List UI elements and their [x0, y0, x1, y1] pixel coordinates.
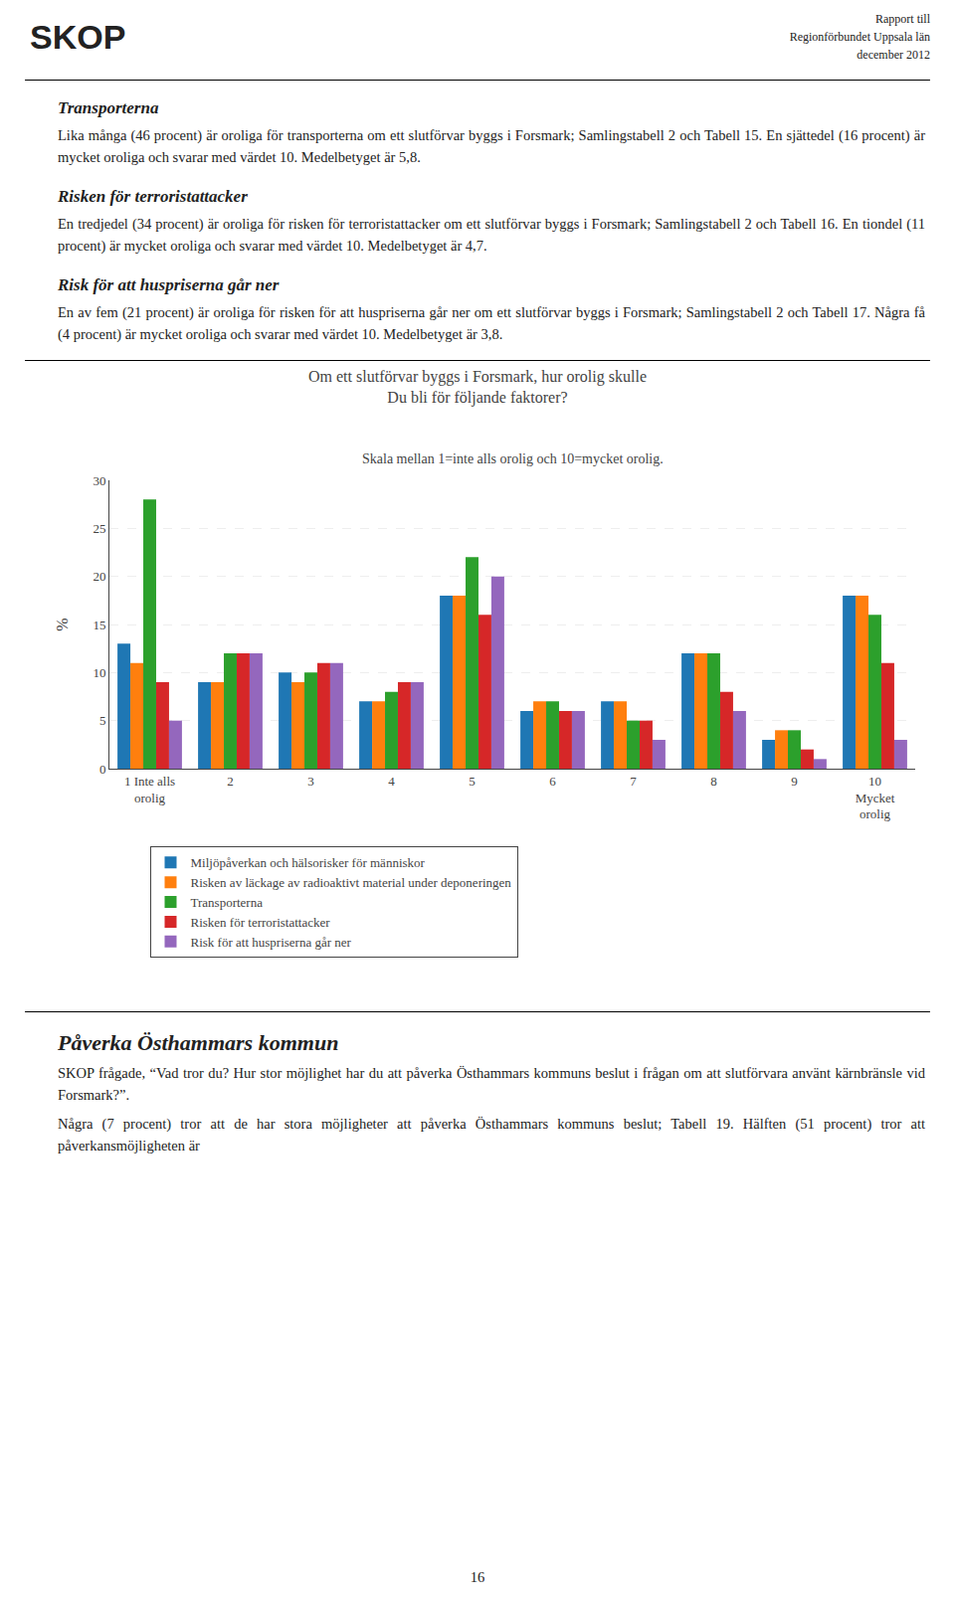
html-text:En av fem (21 procent) är orol: En av fem (21 procent) är oroliga för ri…: [57, 304, 926, 343]
svg-text:2: 2: [226, 772, 234, 788]
svg-text:Risk för att huspriserna går n: Risk för att huspriserna går ner: [191, 935, 353, 951]
svg-text:9: 9: [790, 772, 798, 788]
svg-text:5: 5: [468, 772, 476, 788]
svg-text:%: %: [53, 617, 71, 631]
html-text:Rapport till Regionförbundet U: Rapport till Regionförbundet Uppsala län…: [789, 11, 931, 62]
svg-text:3: 3: [307, 772, 315, 788]
svg-text:4: 4: [387, 772, 395, 788]
svg-text:7: 7: [629, 772, 637, 788]
svg-text:1 Inte allsorolig: 1 Inte allsorolig: [124, 772, 176, 805]
html-text:Några (7 procent) tror att de: Några (7 procent) tror att de har stora …: [57, 1115, 926, 1155]
html-text:Risken för terroristattacker: Risken för terroristattacker: [57, 186, 248, 206]
html-text:Risk för att huspriserna går n: Risk för att huspriserna går ner: [57, 275, 280, 295]
html-text:En tredjedel (34 procent) är o: En tredjedel (34 procent) är oroliga för…: [57, 215, 926, 255]
svg-text:Transporterna: Transporterna: [191, 895, 264, 911]
svg-text:6: 6: [549, 772, 557, 788]
html-text:16: 16: [470, 1569, 485, 1586]
svg-text:25: 25: [92, 521, 106, 537]
svg-text:Skala mellan 1=inte alls oroli: Skala mellan 1=inte alls orolig och 10=m…: [362, 451, 664, 467]
svg-text:5: 5: [99, 713, 107, 729]
svg-text:Miljöpåverkan och hälsorisker: Miljöpåverkan och hälsorisker för männis…: [191, 855, 426, 871]
html-text:Lika många (46 procent) är oro: Lika många (46 procent) är oroliga för t…: [57, 127, 926, 166]
html-text:Påverka Östhammars kommun: Påverka Östhammars kommun: [57, 1030, 339, 1056]
html-text:SKOP frågade, “Vad tror du? Hu: SKOP frågade, “Vad tror du? Hur stor möj…: [57, 1065, 926, 1104]
svg-text:10Mycketorolig: 10Mycketorolig: [855, 772, 896, 822]
html-text:SKOP: SKOP: [29, 17, 126, 56]
svg-text:0: 0: [99, 761, 107, 776]
svg-text:Risken för terroristattacker: Risken för terroristattacker: [191, 915, 332, 931]
svg-text:15: 15: [92, 616, 106, 632]
svg-text:8: 8: [710, 772, 718, 788]
html-text:Transporterna: Transporterna: [57, 98, 159, 118]
svg-text:30: 30: [92, 472, 106, 488]
svg-text:Om ett slutförvar byggs i Fors: Om ett slutförvar byggs i Forsmark, hur …: [308, 368, 647, 407]
svg-text:Risken av läckage av radioakti: Risken av läckage av radioaktivt materia…: [191, 875, 513, 891]
svg-text:20: 20: [92, 569, 106, 584]
svg-text:10: 10: [92, 665, 106, 681]
